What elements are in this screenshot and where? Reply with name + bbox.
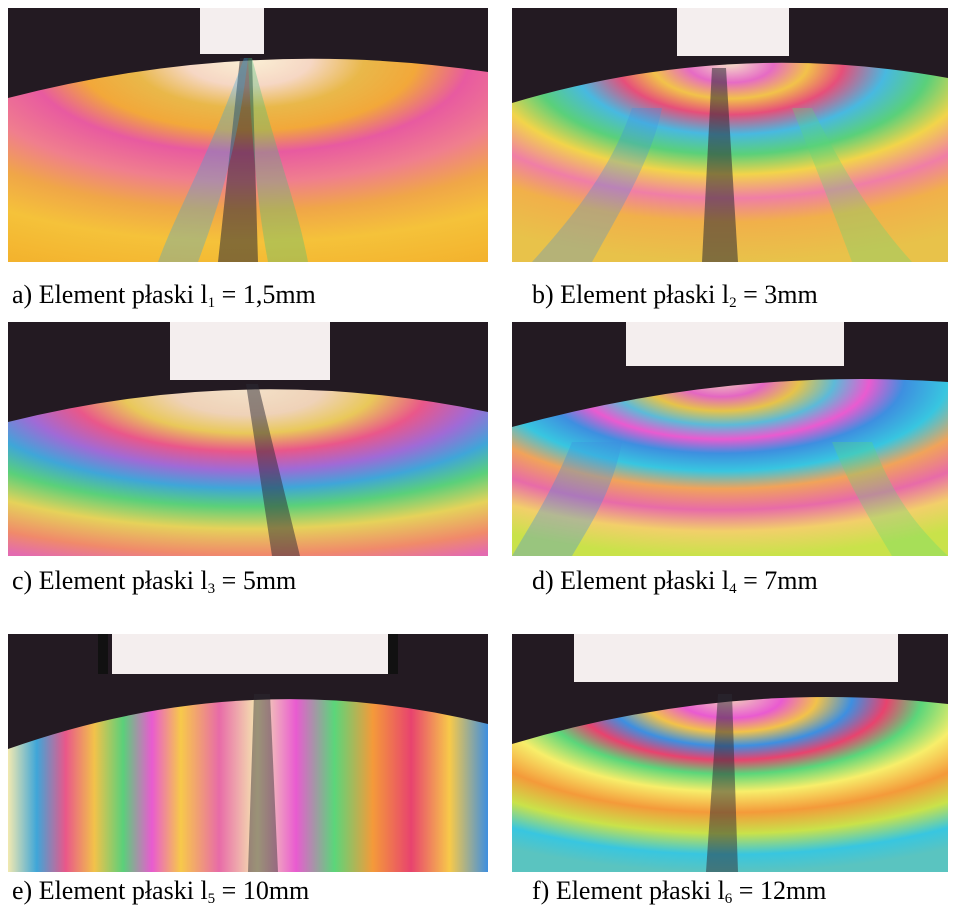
- photoelastic-fringe-photo-f: [512, 634, 948, 872]
- caption-d: d) Element płaski l4 = 7mm: [532, 566, 818, 597]
- photoelastic-fringe-photo-e: [8, 634, 488, 872]
- caption-b: b) Element płaski l2 = 3mm: [532, 280, 818, 311]
- photoelastic-fringe-photo-a: [8, 8, 488, 262]
- photoelastic-fringe-photo-c: [8, 322, 488, 556]
- caption-e: e) Element płaski l5 = 10mm: [12, 876, 310, 907]
- photo-c: [8, 322, 488, 556]
- photo-a: [8, 8, 488, 262]
- caption-c: c) Element płaski l3 = 5mm: [12, 566, 297, 597]
- caption-f: f) Element płaski l6 = 12mm: [532, 876, 827, 907]
- photo-d: [512, 322, 948, 556]
- photo-f: [512, 634, 948, 872]
- caption-a: a) Element płaski l1 = 1,5mm: [12, 280, 316, 311]
- photoelastic-fringe-photo-d: [512, 322, 948, 556]
- photo-e: [8, 634, 488, 872]
- photo-b: [512, 8, 948, 262]
- photoelastic-fringe-photo-b: [512, 8, 948, 262]
